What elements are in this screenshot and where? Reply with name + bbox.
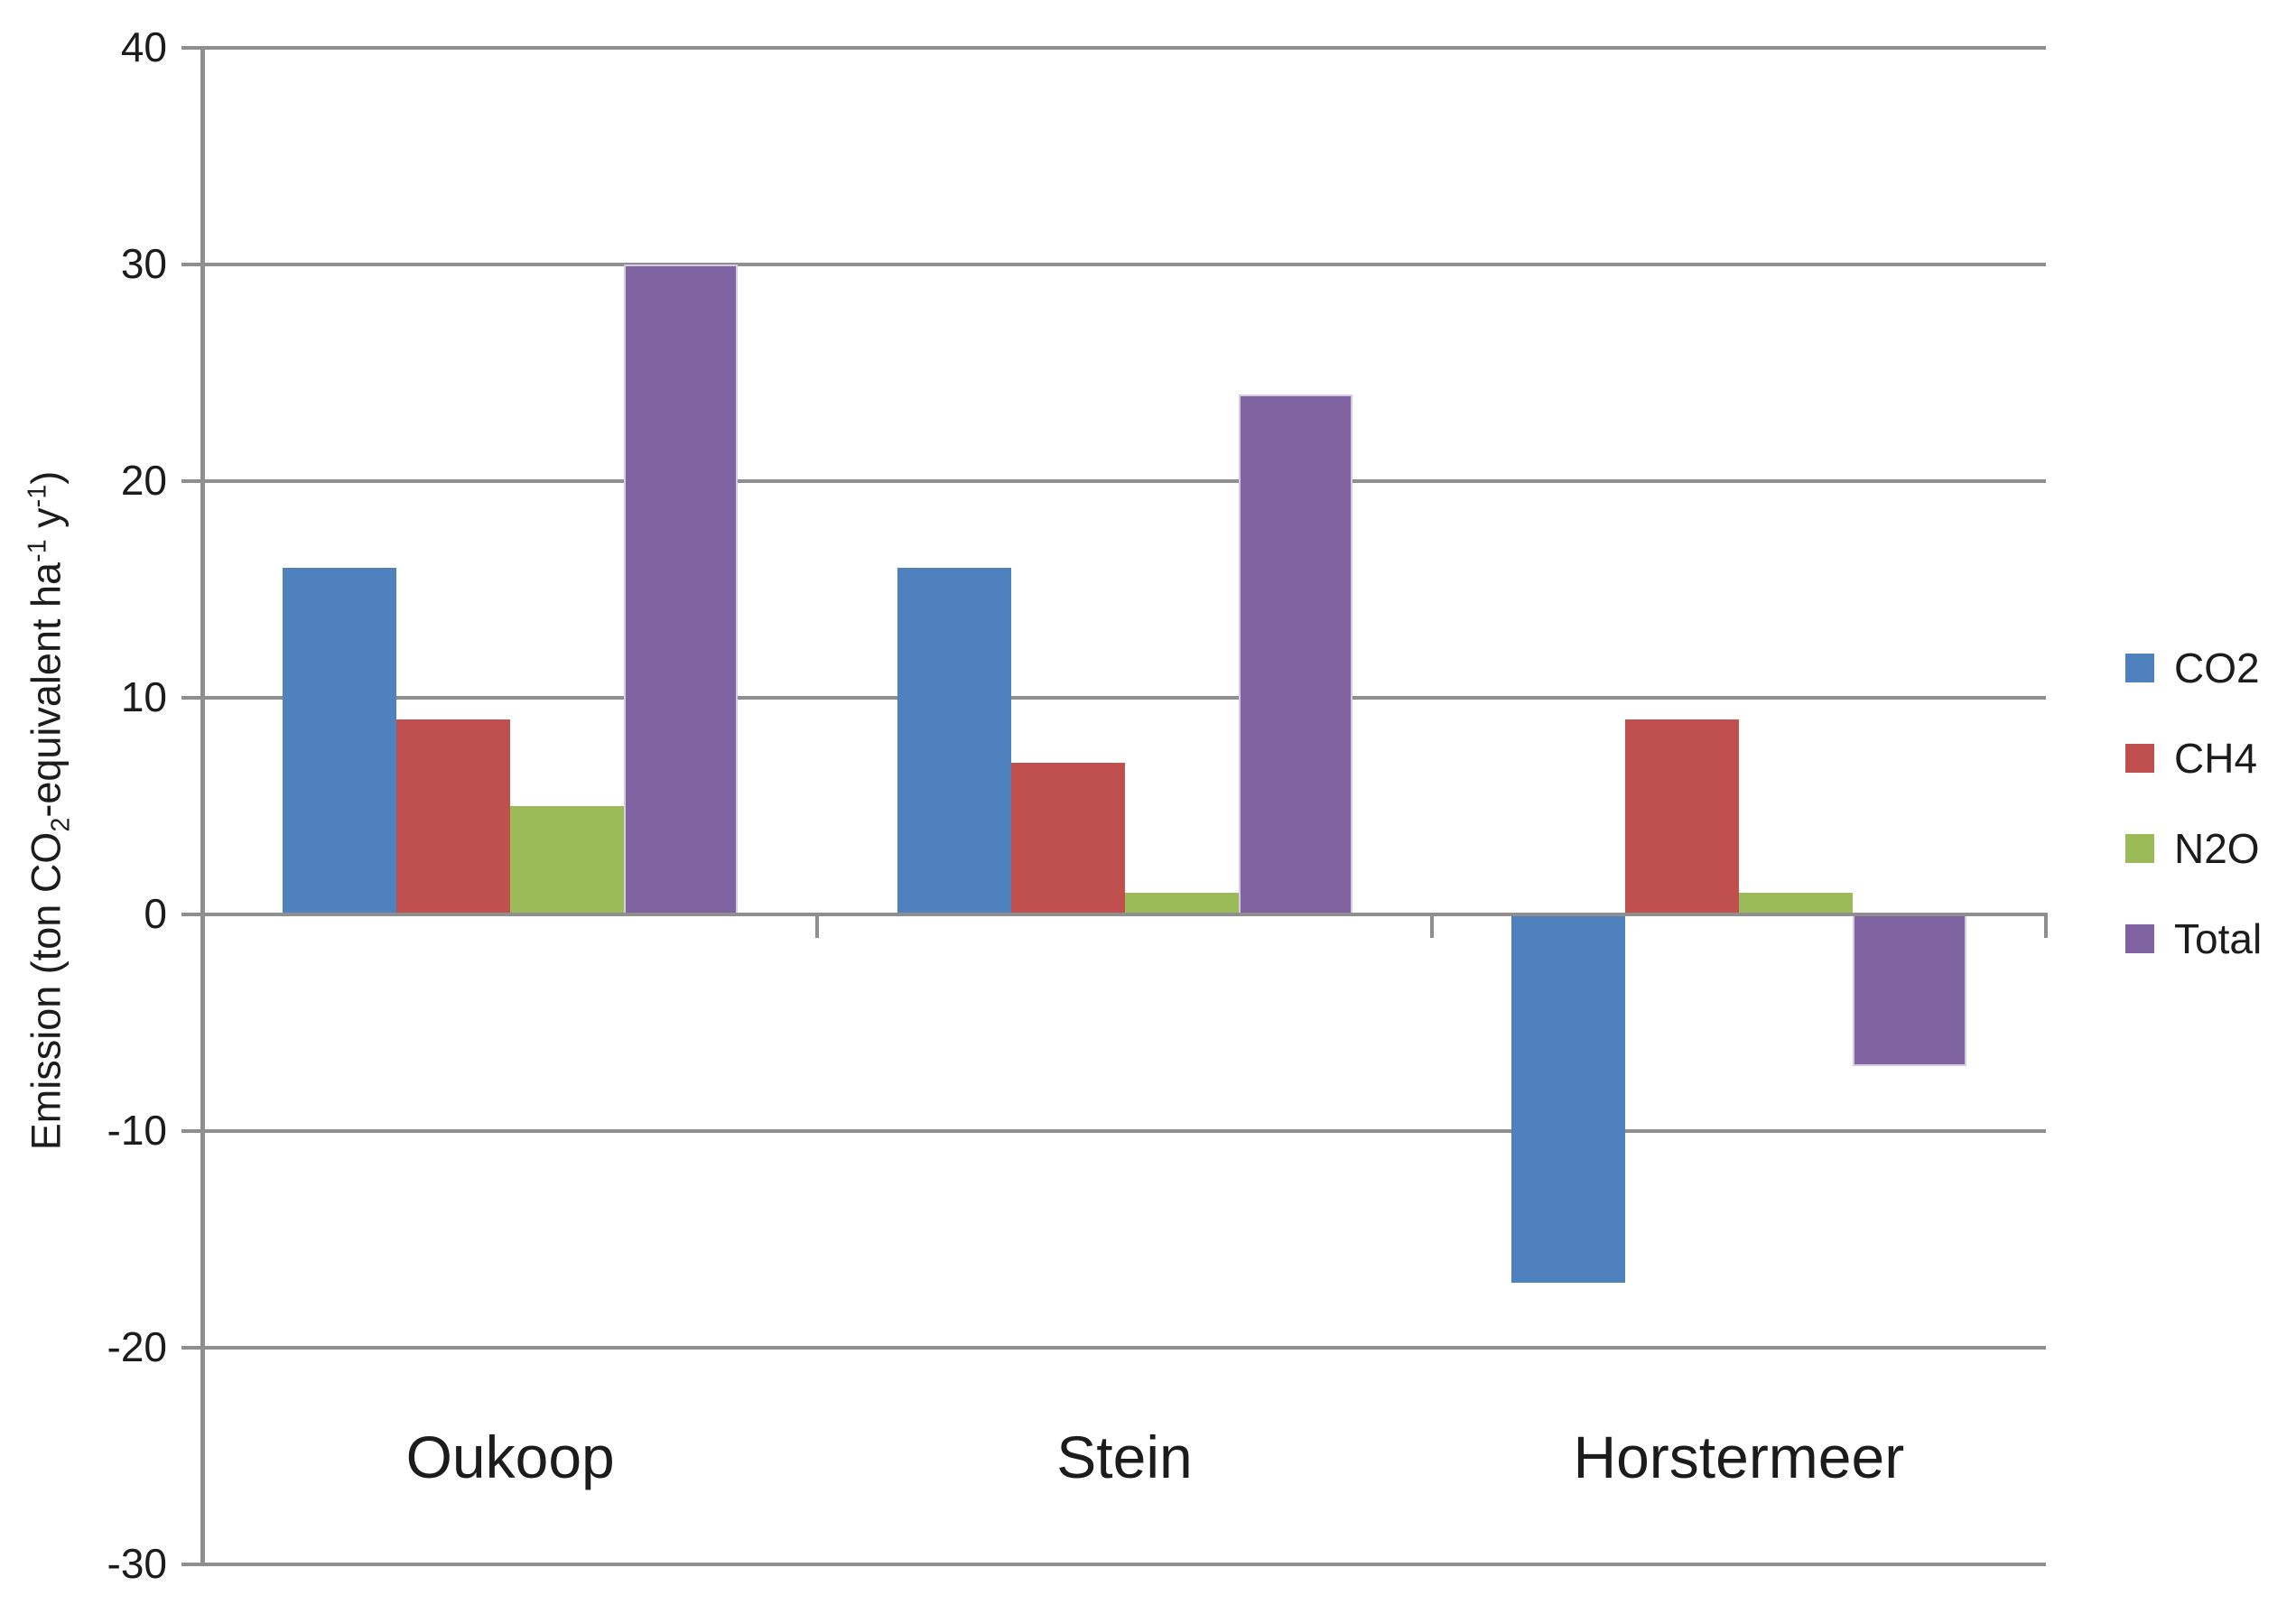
gridline-20 [203, 479, 2046, 483]
category-boundary-tick-3 [2044, 913, 2048, 938]
legend-item-ch4: CH4 [2125, 735, 2257, 782]
y-axis-line [200, 46, 205, 1566]
category-label-horstermeer: Horstermeer [1573, 1424, 1905, 1490]
category-label-stein: Stein [1056, 1424, 1193, 1490]
bar-n2o-oukoop [510, 806, 625, 914]
y-tick-mark--20 [181, 1346, 203, 1350]
bar-ch4-stein [1010, 763, 1125, 914]
legend-label-ch4: CH4 [2174, 735, 2258, 782]
bar-ch4-horstermeer [1624, 719, 1739, 914]
y-axis-title-text: Emission (ton CO2-equivalent ha-1 y-1) [23, 471, 77, 1151]
y-axis-title-segment: Emission (ton CO [23, 831, 70, 1151]
y-tick-mark--10 [181, 1129, 203, 1133]
gridline--20 [203, 1346, 2046, 1350]
legend-label-total: Total [2174, 915, 2263, 962]
bar-co2-stein [897, 568, 1011, 914]
gridline--30 [203, 1563, 2046, 1566]
zero-axis-line [203, 913, 2046, 916]
y-tick-label-40: 40 [120, 23, 167, 70]
y-tick-label-10: 10 [120, 673, 167, 720]
bar-total-oukoop [624, 264, 739, 914]
y-tick-mark-30 [181, 263, 203, 266]
legend-label-co2: CO2 [2174, 645, 2260, 691]
y-tick-mark-10 [181, 696, 203, 700]
legend-label-n2o: N2O [2174, 825, 2260, 872]
bar-ch4-oukoop [396, 719, 511, 914]
y-axis-title-segment: ) [23, 470, 70, 485]
legend-item-total: Total [2125, 915, 2262, 962]
y-tick-mark-40 [181, 46, 203, 50]
gridline-30 [203, 263, 2046, 266]
legend-item-n2o: N2O [2125, 825, 2260, 872]
y-tick-mark-20 [181, 479, 203, 483]
legend-swatch-n2o [2125, 834, 2154, 863]
bar-total-horstermeer [1852, 914, 1966, 1066]
y-tick-mark--30 [181, 1563, 203, 1566]
bar-co2-horstermeer [1511, 914, 1625, 1283]
category-label-oukoop: Oukoop [405, 1424, 615, 1490]
bar-total-stein [1238, 394, 1353, 914]
bar-n2o-stein [1124, 893, 1239, 914]
legend-swatch-total [2125, 924, 2154, 953]
bar-n2o-horstermeer [1738, 893, 1853, 914]
gridline-10 [203, 696, 2046, 700]
y-tick-label-30: 30 [120, 239, 167, 287]
y-tick-label-0: 0 [144, 889, 167, 937]
legend-swatch-co2 [2125, 654, 2154, 682]
y-axis-title-segment: 2 [46, 817, 76, 832]
y-axis-title-segment: y [23, 507, 70, 540]
y-tick-label--30: -30 [107, 1539, 167, 1587]
y-tick-label--20: -20 [107, 1322, 167, 1370]
category-boundary-tick-1 [815, 913, 820, 938]
gridline--10 [203, 1129, 2046, 1133]
y-tick-label--10: -10 [107, 1106, 167, 1154]
legend-swatch-ch4 [2125, 744, 2154, 773]
gridline-40 [203, 46, 2046, 50]
y-tick-label-20: 20 [120, 456, 167, 504]
y-axis-title-segment: -equivalent ha [23, 561, 70, 818]
category-boundary-tick-2 [1429, 913, 1434, 938]
bar-co2-oukoop [283, 568, 397, 914]
y-tick-mark-0 [181, 913, 203, 916]
y-axis-title-segment: -1 [23, 484, 52, 508]
legend-item-co2: CO2 [2125, 645, 2260, 691]
y-axis-title-segment: -1 [23, 539, 52, 562]
